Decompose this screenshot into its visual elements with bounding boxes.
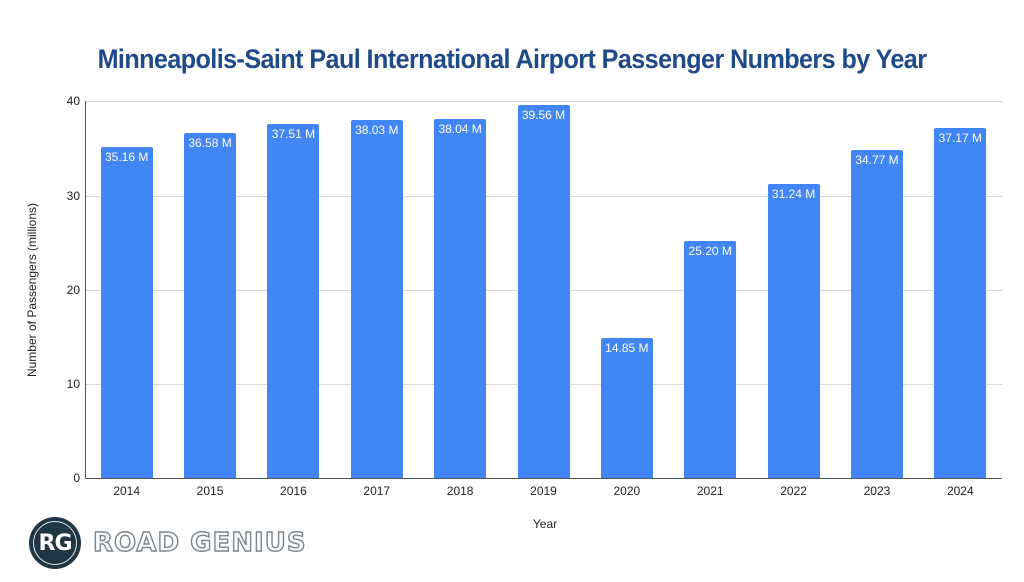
x-axis-label: Year bbox=[532, 517, 558, 531]
x-tick-2015: 2015 bbox=[196, 484, 224, 498]
bar-value-label: 25.20 M bbox=[688, 243, 732, 258]
y-tick-0: 0 bbox=[73, 471, 80, 485]
bar-value-label: 34.77 M bbox=[855, 153, 899, 168]
bar-value-label: 37.17 M bbox=[938, 130, 982, 145]
brand-logo: RG ROAD GENIUS bbox=[29, 517, 307, 569]
bar-value-label: 31.24 M bbox=[771, 186, 816, 201]
bar-2023: 34.77 M bbox=[850, 150, 903, 478]
x-axis-line bbox=[85, 478, 1002, 479]
logo-wordmark: ROAD GENIUS bbox=[92, 527, 307, 558]
bar-2014: 35.16 M bbox=[100, 146, 153, 478]
logo-initials: RG bbox=[38, 530, 73, 556]
bar-value-label: 38.04 M bbox=[438, 122, 482, 137]
chart-title: Minneapolis-Saint Paul International Air… bbox=[97, 44, 927, 74]
plot-area: 35.16 M 36.58 M 37.51 M 38.03 M 38.04 M 39.56… bbox=[85, 101, 1002, 479]
bar-2016: 37.51 M bbox=[267, 124, 320, 478]
bar-value-label: 35.16 M bbox=[104, 149, 149, 164]
bar-2020: 14.85 M bbox=[600, 338, 653, 478]
bar-2022: 31.24 M bbox=[767, 183, 820, 478]
bar-2019: 39.56 M bbox=[517, 105, 570, 478]
bar-2021: 25.20 M bbox=[684, 240, 737, 478]
x-tick-2017: 2017 bbox=[363, 484, 391, 498]
logo-badge-icon: RG bbox=[29, 517, 81, 569]
x-tick-2021: 2021 bbox=[696, 484, 724, 498]
bar-2018: 38.04 M bbox=[434, 119, 487, 478]
x-tick-2022: 2022 bbox=[780, 484, 807, 498]
y-tick-10: 10 bbox=[66, 377, 80, 391]
y-tick-30: 30 bbox=[66, 189, 80, 203]
bar-value-label: 38.03 M bbox=[355, 122, 399, 137]
bar-2015: 36.58 M bbox=[184, 133, 237, 478]
bar-2017: 38.03 M bbox=[350, 119, 403, 478]
x-tick-2023: 2023 bbox=[863, 484, 891, 498]
x-tick-2016: 2016 bbox=[280, 484, 307, 498]
y-tick-20: 20 bbox=[66, 283, 80, 297]
bar-value-label: 14.85 M bbox=[605, 341, 649, 356]
y-axis-line bbox=[85, 101, 86, 479]
bar-value-label: 37.51 M bbox=[271, 127, 316, 142]
y-tick-40: 40 bbox=[66, 94, 80, 108]
gridline-40 bbox=[85, 101, 1002, 102]
x-tick-2024: 2024 bbox=[946, 484, 974, 498]
x-tick-2014: 2014 bbox=[113, 484, 141, 498]
x-tick-2019: 2019 bbox=[530, 484, 557, 498]
bar-value-label: 36.58 M bbox=[188, 136, 232, 151]
y-axis-label: Number of Passengers (millions) bbox=[25, 202, 39, 378]
x-tick-2018: 2018 bbox=[446, 484, 474, 498]
bar-value-label: 39.56 M bbox=[521, 108, 566, 123]
bar-2024: 37.17 M bbox=[934, 127, 987, 478]
x-tick-2020: 2020 bbox=[613, 484, 641, 498]
